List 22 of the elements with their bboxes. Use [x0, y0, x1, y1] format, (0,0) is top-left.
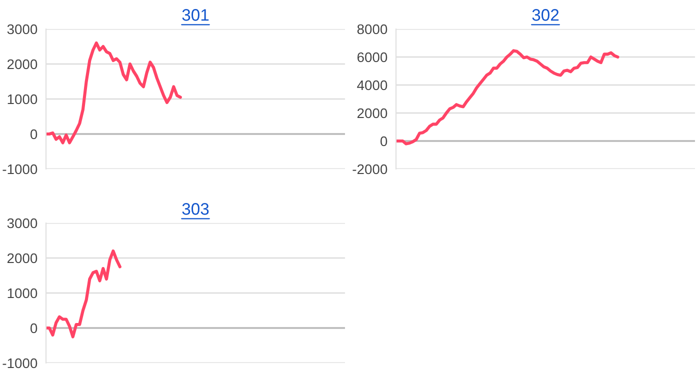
- y-tick-label: -1000: [2, 358, 38, 368]
- line-series: [46, 249, 122, 338]
- y-tick-label: 0: [30, 129, 38, 140]
- y-tick-label: 0: [30, 323, 38, 334]
- y-tick-label: -1000: [2, 164, 38, 174]
- y-tick-label: 1000: [8, 94, 38, 104]
- y-tick-label: 8000: [357, 24, 388, 34]
- line-series: [46, 41, 182, 144]
- chart-title: 301: [182, 9, 209, 21]
- y-tick-label: 3000: [7, 24, 38, 34]
- y-tick-label: -2000: [352, 164, 388, 174]
- y-tick-label: 6000: [357, 52, 388, 62]
- y-tick-label: 2000: [7, 253, 38, 264]
- y-tick-label: 1000: [8, 288, 38, 298]
- line-series: [396, 49, 620, 146]
- y-tick-label: 0: [380, 136, 388, 146]
- y-tick-label: 3000: [7, 218, 38, 228]
- y-tick-label: 4000: [357, 80, 388, 90]
- chart-title: 302: [532, 9, 559, 21]
- y-tick-label: 2000: [357, 108, 388, 118]
- y-tick-label: 2000: [7, 59, 38, 70]
- chart-title: 303: [182, 203, 209, 215]
